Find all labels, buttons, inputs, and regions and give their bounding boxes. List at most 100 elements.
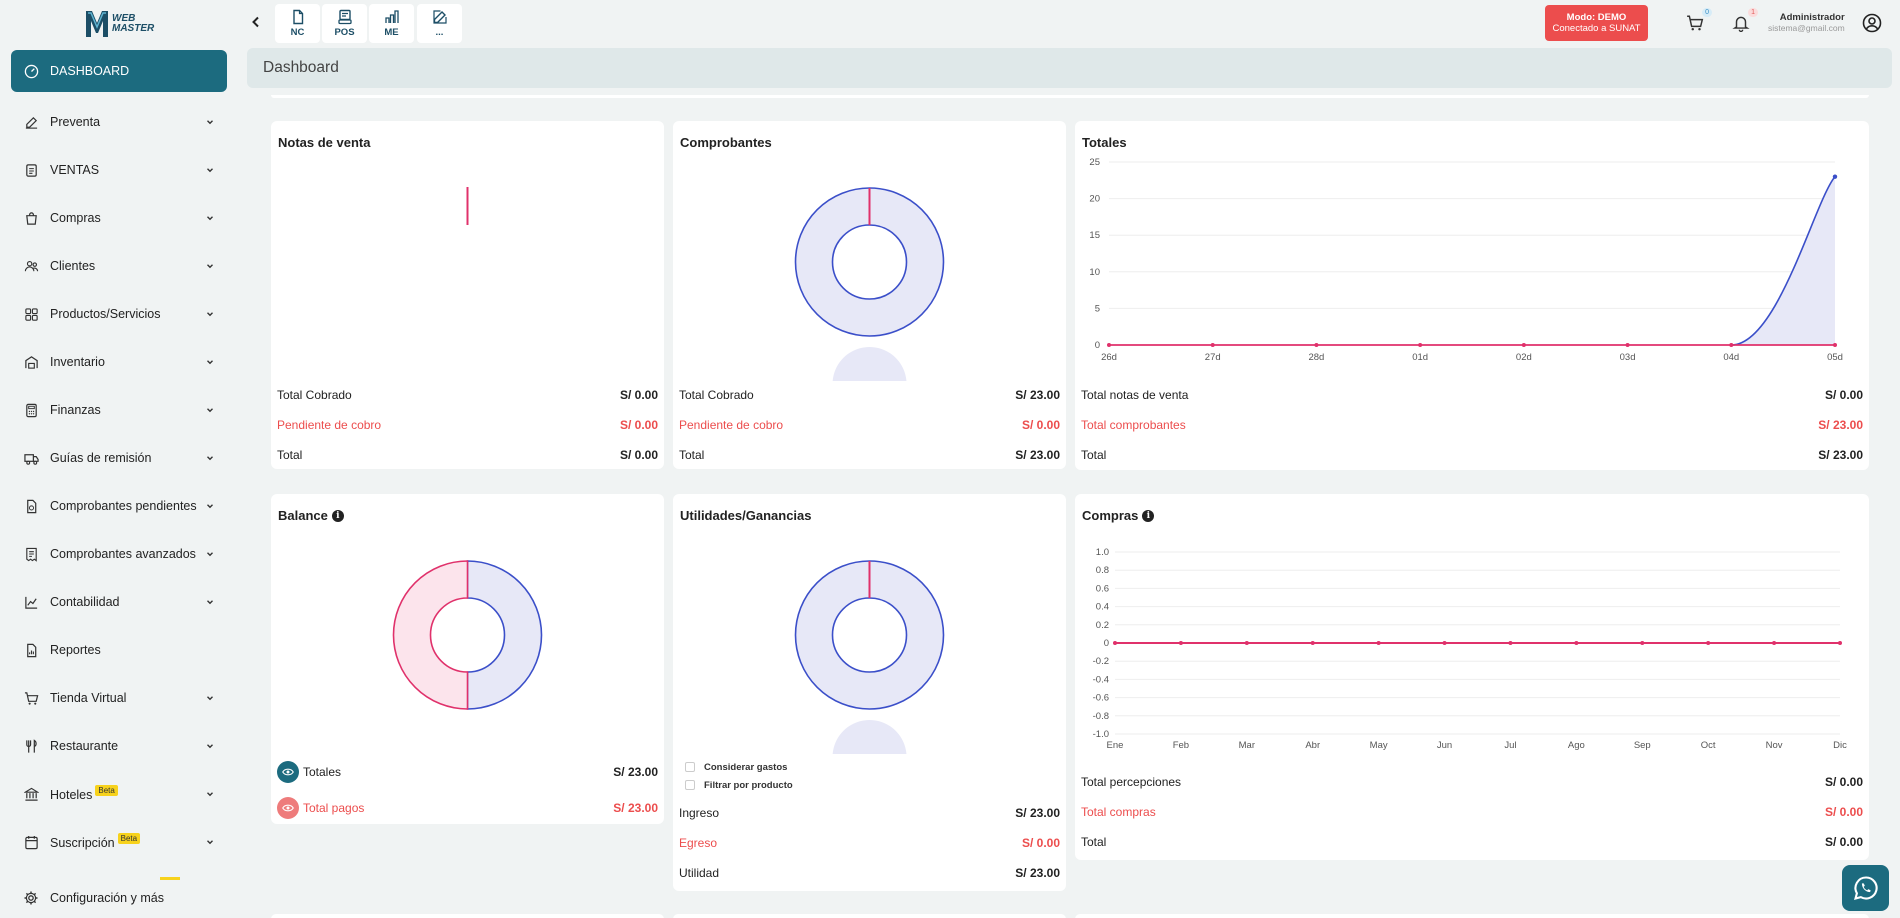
card-title-text: Comprobantes [680,135,772,150]
sidebar-item-label: Preventa [50,115,101,129]
collapse-sidebar-button[interactable] [249,14,263,30]
checkbox-box[interactable] [685,762,695,772]
x-tick-label: May [1370,740,1388,751]
user-name: Administrador [1779,12,1845,23]
demo-mode-badge[interactable]: Modo: DEMO Conectado a SUNAT [1545,5,1648,41]
sidebar-item-suscripcion[interactable]: Suscripción Beta [11,818,227,866]
sidebar-item-configuracion[interactable]: Configuración y más [23,890,164,906]
sidebar-item-clientes[interactable]: Clientes [11,242,227,290]
x-tick-label: 28d [1308,352,1324,363]
checkbox-box[interactable] [685,780,695,790]
stat-row: Total pagos S/ 23.00 [271,790,664,826]
eye-icon[interactable] [277,797,299,819]
cart-icon [1687,15,1704,31]
sidebar-item-label: Suscripción [50,836,115,850]
stat-label: Utilidad [679,866,720,880]
stat-label: Total notas de venta [1081,388,1189,402]
card-title-text: Balance [278,508,328,523]
quick-me-button[interactable]: ME [369,4,414,43]
user-menu[interactable]: Administrador sistema@gmail.com [1768,12,1845,33]
truck-icon [23,450,39,466]
calculator-icon [23,402,39,418]
notifications-button[interactable]: 1 [1732,8,1758,33]
y-tick-label: -0.4 [1093,674,1109,685]
whatsapp-button[interactable] [1842,865,1889,911]
quick-more-button[interactable]: ... [417,4,462,43]
quick-nc-button[interactable]: NC [275,4,320,43]
stat-row: Total S/ 23.00 [673,440,1066,470]
card-title-text: Compras [1082,508,1139,523]
stat-value: S/ 0.00 [1824,835,1863,849]
data-point [1832,174,1838,179]
y-tick-label: 1.0 [1096,547,1109,558]
sidebar-item-guias[interactable]: Guías de remisión [11,434,227,482]
sidebar-item-hoteles[interactable]: Hoteles Beta [11,770,227,818]
logo[interactable]: WEB MASTER [84,8,156,40]
y-tick-label: 0.8 [1096,565,1109,576]
data-point [1210,343,1215,347]
sidebar-item-label: Inventario [50,355,105,369]
sidebar-item-inventario[interactable]: Inventario [11,338,227,386]
sidebar-item-contabilidad[interactable]: Contabilidad [11,578,227,626]
sidebar-item-reportes[interactable]: Reportes [11,626,227,674]
sidebar-item-tienda-virtual[interactable]: Tienda Virtual [11,674,227,722]
sidebar-item-dashboard[interactable]: DASHBOARD [11,50,227,92]
sidebar-item-comprobantes-pendientes[interactable]: Comprobantes pendientes [11,482,227,530]
eye-icon[interactable] [277,761,299,783]
stat-label: Ingreso [679,806,720,820]
sidebar: WEB MASTER DASHBOARD Preventa VENTAS Comp… [0,0,238,918]
quick-label: NC [290,27,305,38]
chevron-down-icon [205,500,217,512]
sidebar-item-label: Guías de remisión [50,451,152,465]
x-tick-label: 05d [1827,352,1843,363]
stat-label: Total compras [1081,805,1156,819]
stat-label: Pendiente de cobro [277,418,382,432]
x-tick-label: Jul [1504,740,1516,751]
stat-value: S/ 23.00 [613,765,658,779]
y-tick-label: 0.2 [1096,620,1109,631]
sidebar-item-label: Restaurante [50,739,119,753]
info-icon[interactable]: i [1142,509,1155,522]
filtrar-producto-checkbox[interactable]: Filtrar por producto [679,776,793,794]
card-title: Balance i [278,508,344,523]
logo-icon [86,11,108,37]
data-point [1418,343,1423,347]
sidebar-item-productos[interactable]: Productos/Servicios [11,290,227,338]
data-point [1314,343,1319,347]
notification-count-badge: 1 [1748,8,1758,17]
note-icon [292,9,303,25]
data-point [1178,641,1183,645]
sidebar-item-label: Finanzas [50,403,101,417]
sidebar-item-preventa[interactable]: Preventa [11,98,227,146]
card-totales: Totales 0 5 10 15 20 25 26d 27d 28d 01d 02d 03d 04d 0… [1075,121,1869,470]
receipt-icon [23,546,39,562]
user-avatar-icon[interactable] [1862,13,1882,33]
sidebar-item-compras[interactable]: Compras [11,194,227,242]
considerar-gastos-checkbox[interactable]: Considerar gastos [679,758,793,776]
stat-value: S/ 0.00 [1824,388,1863,402]
series-line [1731,176,1836,346]
sidebar-item-finanzas[interactable]: Finanzas [11,386,227,434]
x-tick-label: Nov [1766,740,1783,751]
data-point [1310,641,1315,645]
card-compras: Compras i 1.0 0.8 0.6 0.4 0.2 0 -0.2 -0.4 -0.6 -0.… [1075,494,1869,860]
info-icon[interactable]: i [331,509,344,522]
sidebar-item-comprobantes-avanzados[interactable]: Comprobantes avanzados [11,530,227,578]
edit-icon [432,10,447,24]
doughnut-inner-ring [831,224,908,300]
sidebar-item-ventas[interactable]: VENTAS [11,146,227,194]
x-tick-label: 26d [1101,352,1117,363]
mode-line2: Conectado a SUNAT [1552,23,1641,34]
card-next-1 [271,914,664,918]
utilidades-doughnut-chart [794,560,945,754]
stat-value: S/ 0.00 [1021,836,1060,850]
x-tick-label: 02d [1516,352,1532,363]
sidebar-item-label: Clientes [50,259,96,273]
logo-line2: MASTER [112,23,155,34]
stat-value: S/ 23.00 [1818,418,1863,432]
stat-label: Total comprobantes [1081,418,1186,432]
stat-label: Total Cobrado [277,388,352,402]
sidebar-item-restaurante[interactable]: Restaurante [11,722,227,770]
quick-pos-button[interactable]: POS [322,4,367,43]
cart-button[interactable]: 0 [1686,8,1712,32]
